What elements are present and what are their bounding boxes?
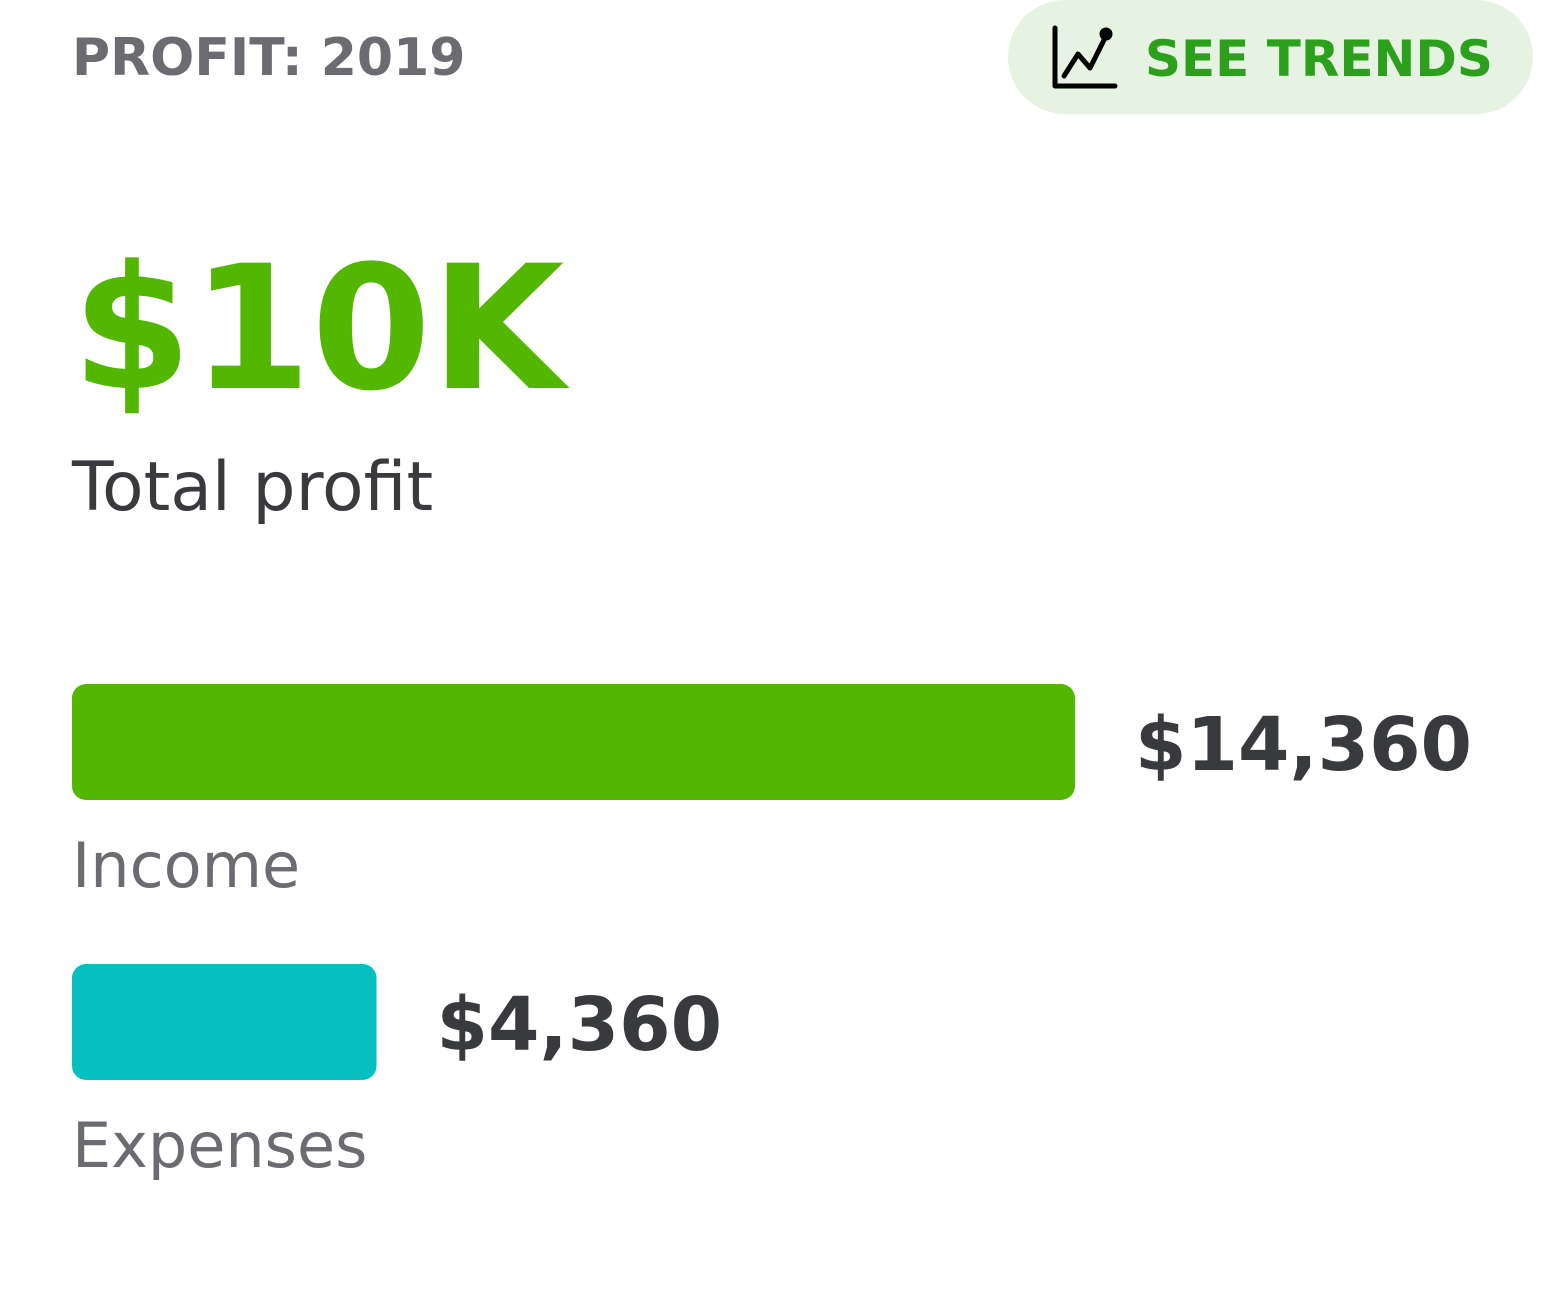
total-profit-label: Total profit <box>71 448 433 527</box>
button-label[interactable]: SEE TRENDS <box>1145 30 1493 88</box>
value-label: $14,360 <box>1135 702 1472 788</box>
category-label: Income <box>72 829 300 902</box>
trend-icon[interactable] <box>1052 25 1118 89</box>
button-background[interactable] <box>1008 0 1533 114</box>
see-trends-button[interactable]: SEE TRENDS <box>1008 0 1533 114</box>
bar <box>72 964 377 1080</box>
value-label: $4,360 <box>437 982 723 1068</box>
category-label: Expenses <box>72 1109 367 1182</box>
card-title: PROFIT: 2019 <box>72 28 465 88</box>
bar <box>72 684 1075 800</box>
total-profit-value: $10K <box>72 228 570 429</box>
